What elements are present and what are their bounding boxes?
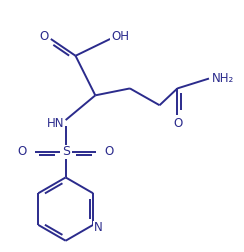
Text: O: O <box>39 29 49 43</box>
Text: N: N <box>94 221 102 234</box>
Text: O: O <box>18 145 27 158</box>
Text: NH₂: NH₂ <box>212 72 234 85</box>
Text: S: S <box>62 145 70 158</box>
Text: O: O <box>174 116 183 130</box>
Text: OH: OH <box>111 29 129 43</box>
Text: HN: HN <box>47 116 64 130</box>
Text: O: O <box>104 145 114 158</box>
